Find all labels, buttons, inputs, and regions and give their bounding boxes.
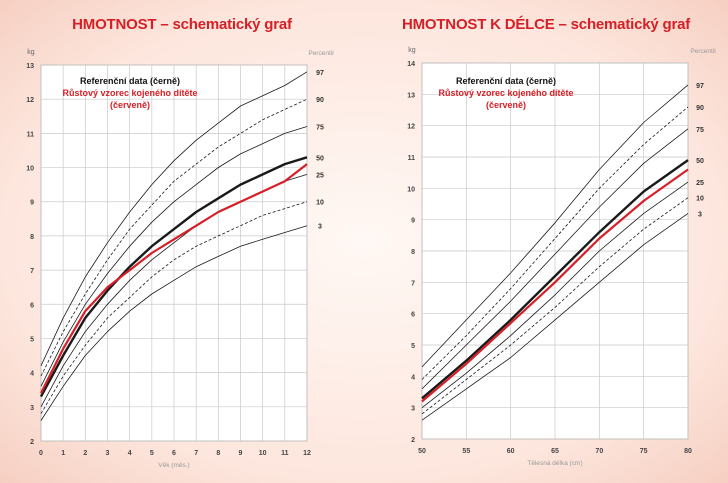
y-tick-label: 6 (30, 302, 34, 309)
percentile-line-97 (421, 84, 689, 368)
y-tick-label: 10 (26, 166, 34, 173)
x-tick-label: 10 (259, 450, 267, 457)
x-tick-label: 80 (684, 448, 692, 455)
y-tick-label: 6 (411, 312, 415, 319)
y-tick-label: 13 (407, 92, 415, 99)
y-tick-label: 12 (26, 97, 34, 104)
y-tick-label: 2 (30, 439, 34, 446)
legend-breastfed-line2: (červeně) (486, 100, 526, 110)
y-tick-label: 5 (411, 343, 415, 350)
percentile-label-97: 97 (316, 70, 324, 77)
x-tick-label: 9 (239, 450, 243, 457)
weight-for-length-chart: 50 55 60 65 70 75 80 2 3 4 5 6 7 8 9 10 11 12 13 14 kg Tělesn… (407, 47, 716, 467)
x-tick-label: 4 (128, 450, 132, 457)
x-tick-label: 3 (106, 450, 110, 457)
percentile-label-75: 75 (696, 127, 704, 134)
y-tick-label: 5 (30, 336, 34, 343)
legend-breastfed-line2: (červeně) (110, 100, 150, 110)
legend-reference: Referenční data (černě) (80, 76, 180, 86)
y-tick-label: 11 (27, 131, 35, 138)
y-tick-label: 4 (30, 371, 34, 378)
breastfed-growth-line (421, 168, 689, 403)
percentile-line-50 (421, 159, 689, 400)
y-tick-label: 10 (407, 186, 415, 193)
chart-title: HMOTNOST – schematický graf (72, 16, 292, 33)
x-axis-label: Tělesná délka (cm) (527, 460, 582, 467)
percentile-label-90: 90 (696, 105, 704, 112)
y-tick-label: 3 (411, 406, 415, 413)
x-tick-label: 5 (150, 450, 154, 457)
x-tick-label: 8 (216, 450, 220, 457)
x-tick-label: 11 (281, 450, 289, 457)
x-tick-label: 70 (595, 448, 603, 455)
x-tick-label: 7 (194, 450, 198, 457)
y-tick-label: 8 (411, 249, 415, 256)
x-tick-label: 2 (83, 450, 87, 457)
x-tick-label: 6 (172, 450, 176, 457)
percentile-line-50 (39, 156, 308, 398)
y-tick-label: 7 (411, 280, 415, 287)
y-tick-label: 11 (408, 155, 416, 162)
y-tick-label: 9 (30, 200, 34, 207)
percentile-label-25: 25 (316, 172, 324, 179)
percentile-line-90 (40, 98, 308, 377)
y-tick-label: 4 (411, 374, 415, 381)
percentile-label-3: 3 (698, 211, 702, 218)
percentile-line-10 (421, 197, 689, 415)
percentile-label-25: 25 (696, 180, 704, 187)
y-tick-label: 8 (30, 234, 34, 241)
weight-for-length-chart-panel: HMOTNOST K DÉLCE – schematický graf 50 55… (364, 0, 728, 483)
percentile-label-3: 3 (318, 224, 322, 231)
x-axis-label: Věk (měs.) (158, 462, 189, 469)
percentile-line-10 (40, 201, 308, 414)
percentile-label: Percentil (308, 50, 334, 57)
y-tick-label: 13 (26, 63, 34, 70)
x-tick-label: 60 (507, 448, 515, 455)
percentile-line-75 (421, 128, 689, 390)
legend-breastfed-line1: Růstový vzorec kojeného dítěte (62, 88, 197, 98)
y-tick-label: 2 (411, 437, 415, 444)
percentile-label-50: 50 (316, 155, 324, 162)
x-tick-label: 65 (551, 448, 559, 455)
percentile-line-3 (421, 213, 689, 421)
percentile-label-50: 50 (696, 158, 704, 165)
y-tick-label: 12 (407, 124, 415, 131)
x-tick-label: 1 (61, 450, 65, 457)
weight-chart-panel: HMOTNOST – schematický graf 0 1 2 3 4 5 6 7 8 9 10… (26, 16, 334, 469)
percentile-label-97: 97 (696, 83, 704, 90)
chart-title: HMOTNOST K DÉLCE – schematický graf (401, 16, 691, 33)
x-tick-label: 0 (39, 450, 43, 457)
x-tick-label: 50 (418, 448, 426, 455)
x-tick-label: 12 (303, 450, 311, 457)
percentile-line-25 (421, 181, 689, 409)
x-tick-label: 75 (640, 448, 648, 455)
legend-reference: Referenční data (černě) (456, 76, 556, 86)
percentile-label-90: 90 (316, 97, 324, 104)
percentile-label-10: 10 (316, 200, 324, 207)
percentile-label-10: 10 (696, 196, 704, 203)
percentile-line-3 (40, 225, 308, 421)
percentile-line-97 (40, 71, 308, 366)
y-tick-label: 14 (407, 61, 415, 68)
breastfed-growth-line (40, 163, 308, 394)
percentile-line-90 (421, 106, 689, 380)
y-axis-label: kg (408, 47, 416, 54)
legend-breastfed-line1: Růstový vzorec kojeného dítěte (438, 88, 573, 98)
y-axis-label: kg (27, 49, 35, 56)
percentile-label-75: 75 (316, 125, 324, 132)
y-tick-label: 9 (411, 218, 415, 225)
x-tick-label: 55 (462, 448, 470, 455)
y-tick-label: 7 (30, 268, 34, 275)
y-tick-label: 3 (30, 405, 34, 412)
percentile-label: Percentil (690, 48, 716, 55)
percentile-line-75 (40, 126, 308, 387)
